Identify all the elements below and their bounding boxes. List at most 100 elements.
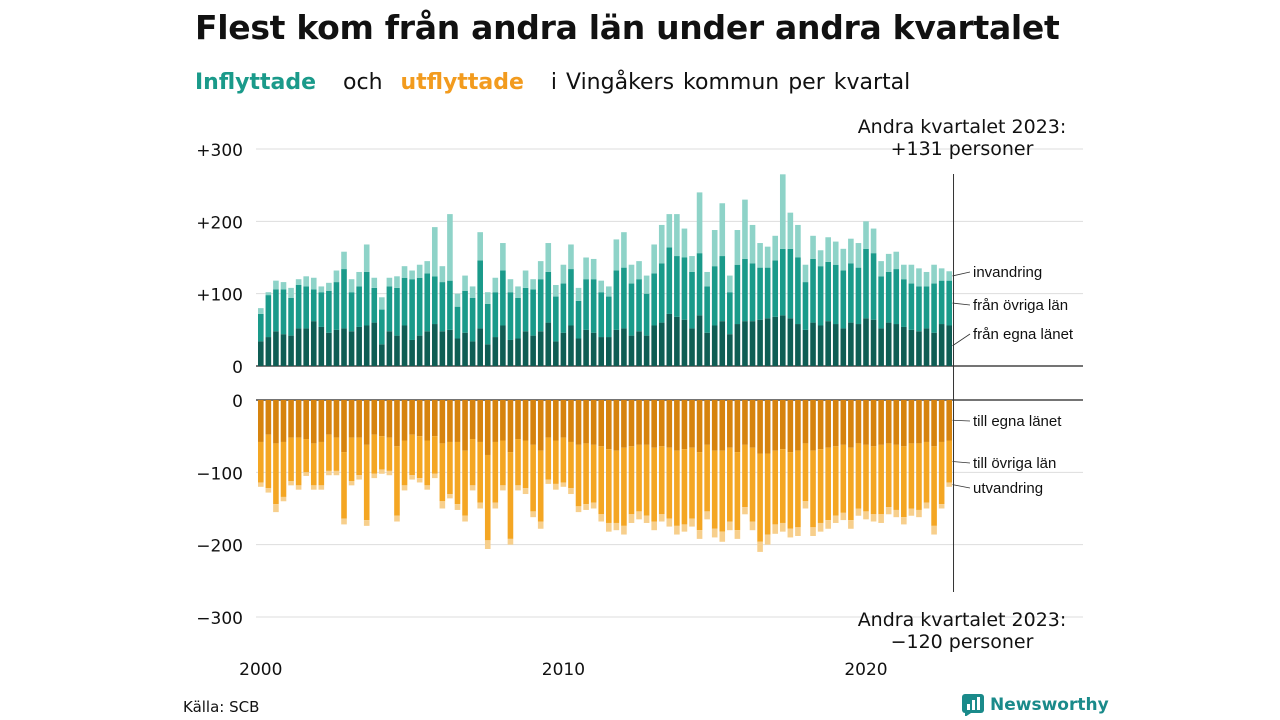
bar-outflow-other [530,444,536,512]
bar-inflow-other [848,263,854,323]
annotation-top-line2: +131 personer [891,138,1034,160]
bar-inflow-immigration [553,284,559,297]
bar-outflow-emigration [848,520,854,529]
bar-inflow-immigration [568,244,574,270]
newsworthy-logo[interactable]: Newsworthy [962,694,1109,716]
bar-inflow-own [742,321,748,366]
bar-inflow-own [681,319,688,366]
bar-inflow-other [431,276,438,325]
bar-outflow-emigration [772,524,779,534]
bar-inflow-own [666,313,673,366]
bar-outflow-own [636,400,642,445]
bar-outflow-emigration [832,515,839,523]
bar-outflow-own [621,400,627,448]
bar-outflow-own [318,400,325,442]
bar-inflow-other [401,277,408,326]
bar-outflow-other [832,446,839,516]
bar-outflow-emigration [537,521,544,529]
x-tick: 2020 [844,660,887,680]
axes: +300 +200 +100 0 0 −100 −200 −300 2000 2010 2020 [196,141,955,680]
bar-outflow-emigration [916,509,922,518]
bar-outflow-emigration [901,517,907,525]
bar-outflow-emigration [938,504,945,509]
bar-inflow-own [439,331,446,366]
bar-inflow-other [916,286,922,332]
bar-outflow-own [757,400,763,454]
bar-outflow-own [787,400,794,453]
bar-outflow-other [613,450,620,523]
bar-outflow-other [401,440,408,486]
bar-outflow-other [674,450,680,526]
bar-inflow-immigration [901,264,907,280]
bar-outflow-other [492,441,499,503]
bar-inflow-immigration [401,266,408,278]
bar-inflow-other [666,247,673,314]
bar-outflow-emigration [356,475,362,480]
bar-inflow-immigration [356,271,362,287]
bar-outflow-own [431,400,438,437]
bar-inflow-immigration [560,264,567,284]
bar-outflow-emigration [273,504,279,513]
bar-inflow-own [795,324,801,366]
bar-outflow-emigration [711,528,718,538]
bar-inflow-own [431,324,438,366]
bar-outflow-own [802,400,809,444]
bar-outflow-own [938,400,945,442]
bar-outflow-other [560,437,567,483]
leader-line-outflow_emigration [952,484,971,489]
bar-outflow-other [507,452,514,539]
bar-inflow-immigration [719,203,726,257]
bar-outflow-other [916,443,922,510]
bar-outflow-other [666,447,673,519]
bar-outflow-other [878,444,884,515]
bar-outflow-own [689,400,695,448]
bar-inflow-immigration [265,292,272,296]
bar-outflow-other [946,440,953,483]
bar-inflow-immigration [840,248,847,271]
bar-inflow-own [946,325,953,366]
bar-inflow-own [469,341,476,366]
bar-outflow-own [356,400,362,438]
bar-inflow-immigration [855,243,862,268]
bar-outflow-emigration [515,485,521,491]
bar-inflow-other [734,264,741,325]
bar-outflow-own [863,400,869,445]
bar-inflow-immigration [651,244,657,274]
bar-inflow-other [303,286,309,329]
bar-inflow-immigration [484,292,491,304]
bar-outflow-emigration [696,530,703,539]
bar-outflow-emigration [522,488,529,495]
bar-inflow-immigration [386,277,393,287]
series-labels: Andra kvartalet 2023:+131 personerAndra … [858,116,1074,653]
bar-outflow-other [454,441,461,505]
bar-outflow-other [681,449,688,525]
bar-inflow-other [719,256,726,322]
bar-inflow-immigration [923,271,930,287]
bar-outflow-emigration [878,514,884,523]
bar-outflow-own [484,400,491,455]
bar-outflow-own [696,400,703,453]
bar-inflow-other [923,286,930,329]
bar-outflow-own [681,400,688,450]
leader-line-outflow_other [952,461,971,464]
bar-outflow-emigration [379,469,385,474]
bar-inflow-other [288,298,294,336]
bar-outflow-other [651,447,657,522]
bar-outflow-other [848,447,854,521]
bar-inflow-other [348,292,355,332]
bar-inflow-own [507,339,514,366]
bar-inflow-immigration [371,277,378,288]
source-note: Källa: SCB [183,698,260,716]
bar-outflow-other [795,450,801,528]
bar-inflow-own [379,344,385,366]
bar-inflow-own [938,324,945,366]
bar-inflow-immigration [916,268,922,287]
bar-inflow-other [863,248,869,319]
bar-inflow-immigration [795,224,801,258]
bar-outflow-own [825,400,831,448]
bar-outflow-emigration [310,485,317,490]
bar-outflow-own [855,400,862,444]
bar-outflow-own [870,400,877,447]
bar-outflow-other [901,446,907,518]
bar-inflow-immigration [348,279,355,293]
